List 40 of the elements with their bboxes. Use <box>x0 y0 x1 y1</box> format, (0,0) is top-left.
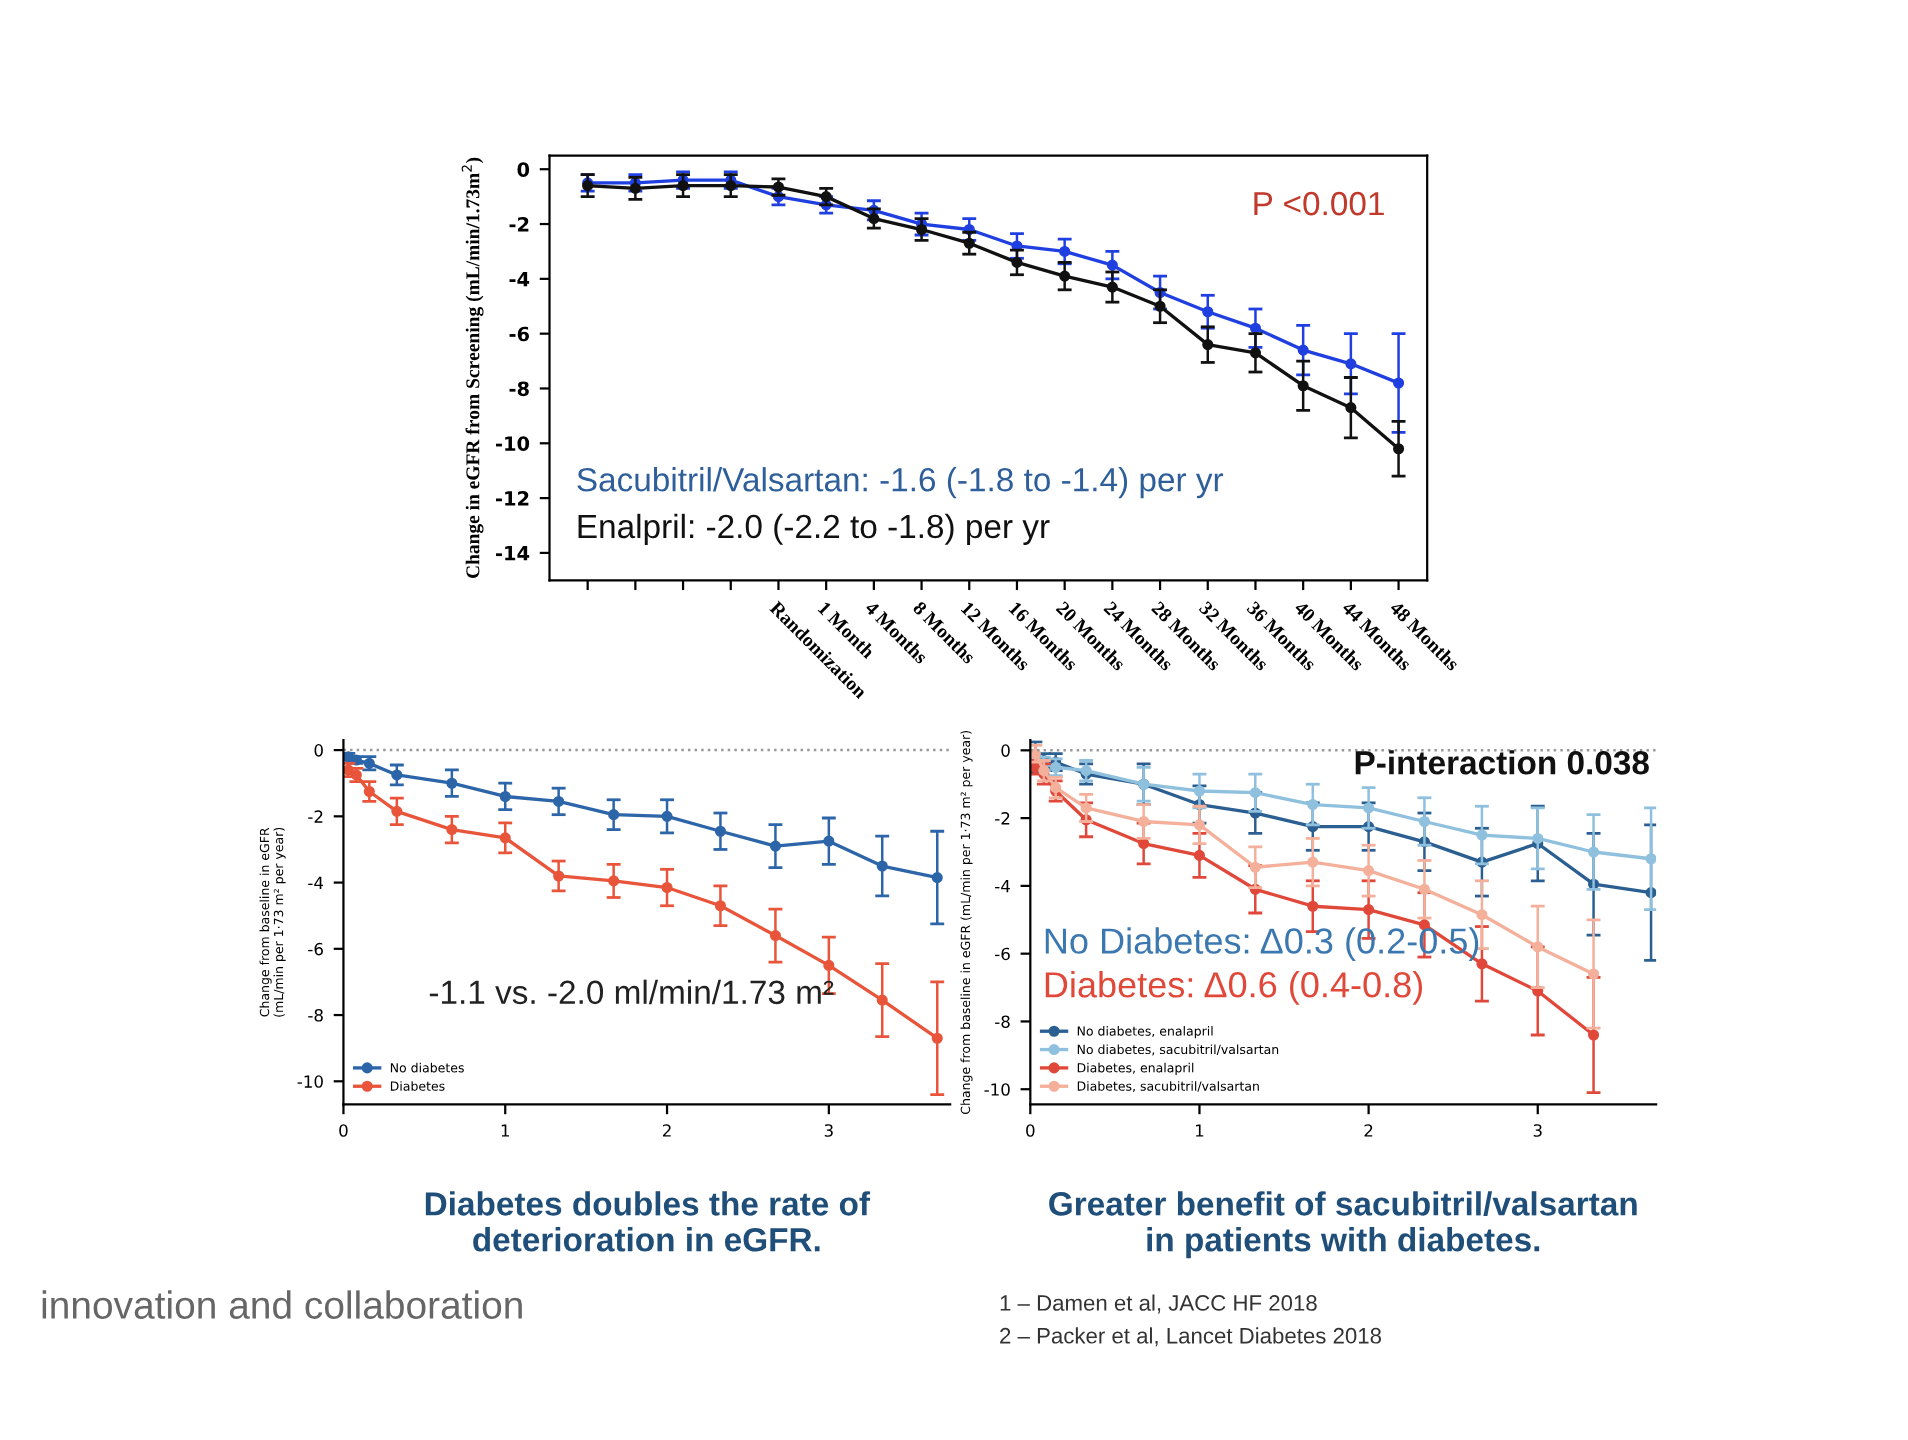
y-tick-label: -2 <box>308 810 323 823</box>
y-tick-label: -10 <box>297 1075 323 1088</box>
text: 2 – Packer et al, Lancet Diabetes 2018 <box>1000 1327 1382 1347</box>
text: innovation and collaboration <box>42 1290 522 1319</box>
annotation: Diabetes: Δ0.6 (0.4-0.8) <box>1045 971 1423 1005</box>
x-tick-label: 2 <box>662 1124 671 1137</box>
annotation: Enalpril: -2.0 (-2.2 to -1.8) per yr <box>578 513 1050 545</box>
y-tick-label: -8 <box>308 1009 323 1022</box>
y-tick-label: -12 <box>495 491 529 506</box>
x-tick-label: 3 <box>824 1124 833 1137</box>
x-tick-label: 2 <box>1364 1124 1373 1137</box>
annotation: -1.1 vs. -2.0 ml/min/1.73 m² <box>429 979 834 1005</box>
annotation: Sacubitril/Valsartan: -1.6 (-1.8 to -1.4) per yr <box>577 467 1224 499</box>
y-tick-label: -4 <box>509 272 530 287</box>
x-tick-label: 0 <box>339 1124 348 1137</box>
y-tick-label: -4 <box>308 876 324 889</box>
y-tick-label: -6 <box>509 326 530 342</box>
y-tick-label: 0 <box>517 162 530 177</box>
text: Greater benefit of sacubitril/valsartan in patients with diabetes. <box>1049 1191 1637 1259</box>
x-tick-label: 0 <box>1026 1124 1035 1137</box>
y-tick-label: 0 <box>314 744 323 757</box>
x-tick-label: 3 <box>1533 1124 1542 1137</box>
y-tick-label: -2 <box>509 216 529 232</box>
text: Diabetes doubles the rate of deterioration in eGFR. <box>425 1191 871 1252</box>
y-tick-label: -6 <box>995 947 1010 961</box>
y-tick-label: -8 <box>509 381 529 397</box>
y-tick-label: 0 <box>1001 744 1010 757</box>
annotation: P <0.001 <box>1254 191 1384 216</box>
y-tick-label: -2 <box>995 812 1010 825</box>
y-tick-label: -4 <box>995 880 1010 893</box>
x-tick-label: 1 <box>501 1124 509 1137</box>
y-tick-label: -10 <box>495 436 530 451</box>
text: 1 – Damen et al, JACC HF 2018 <box>1000 1294 1317 1314</box>
y-tick-label: -14 <box>495 546 530 561</box>
x-tick-label: 1 <box>1195 1124 1204 1137</box>
y-tick-label: -8 <box>995 1015 1010 1029</box>
y-axis-title: Change in eGFR from Screening (mL/min/1.73m$^{2}$) <box>461 157 484 579</box>
annotation: P-interaction 0.038 <box>1355 750 1649 775</box>
y-tick-label: -10 <box>984 1083 1010 1096</box>
y-tick-label: -6 <box>308 942 323 956</box>
